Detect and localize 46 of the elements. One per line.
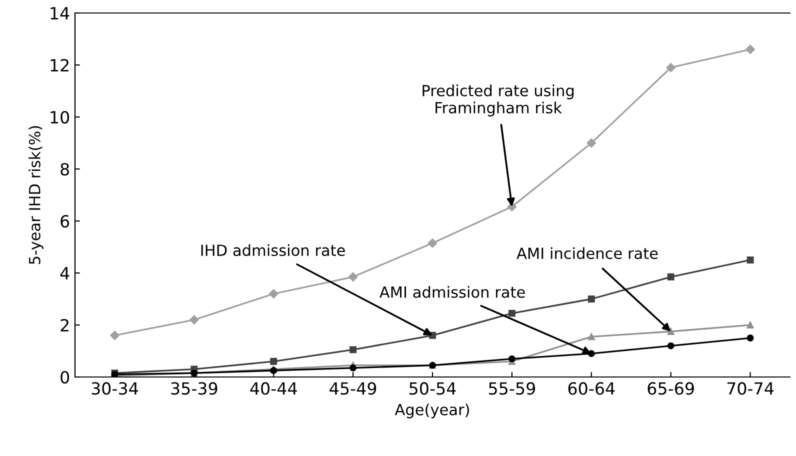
annotation: IHD admission rate (201, 244, 345, 256)
point (667, 342, 674, 350)
point (350, 364, 357, 372)
point (348, 272, 358, 282)
point (270, 358, 278, 365)
point (508, 355, 516, 362)
point (746, 256, 754, 264)
point (666, 62, 676, 72)
annotation: Predicted rate using Framingham risk (422, 84, 574, 116)
point (270, 367, 278, 374)
x-tick-label: 40-44 (250, 382, 297, 395)
y-tick-label: 14 (50, 7, 70, 20)
point (586, 138, 596, 148)
point (428, 238, 438, 248)
y-tick-label: 8 (60, 162, 69, 176)
point (268, 289, 278, 298)
point (667, 273, 674, 280)
x-axis-title: Age(year) (394, 404, 469, 418)
x-tick-label: 65-69 (648, 382, 694, 395)
point (746, 44, 755, 54)
point (190, 315, 199, 324)
point (588, 333, 595, 340)
y-axis-title: 5-year IHD risk(%) (28, 126, 44, 264)
x-tick-label: 45-49 (330, 382, 376, 395)
x-tick-label: 60-64 (568, 382, 615, 395)
point (508, 310, 516, 317)
point (746, 334, 754, 342)
point (588, 350, 595, 358)
point (746, 322, 754, 328)
y-tick-label: 12 (50, 58, 68, 72)
y-tick-label: 4 (60, 267, 70, 280)
y-tick-label: 10 (50, 110, 70, 124)
y-tick-label: 6 (60, 214, 70, 228)
point (110, 330, 120, 340)
annotation: AMI incidence rate (516, 247, 658, 260)
y-tick-label: 2 (60, 318, 68, 332)
point (588, 296, 595, 302)
y-tick-label: 0 (60, 370, 70, 384)
point (667, 328, 674, 335)
x-tick-label: 55-59 (489, 382, 535, 395)
annotation: AMI admission rate (379, 286, 525, 298)
x-tick-label: 70-74 (727, 382, 774, 395)
x-tick-label: 30-34 (92, 382, 138, 395)
point (350, 346, 357, 354)
x-tick-label: 35-39 (171, 382, 218, 395)
x-tick-label: 50-54 (410, 382, 456, 395)
